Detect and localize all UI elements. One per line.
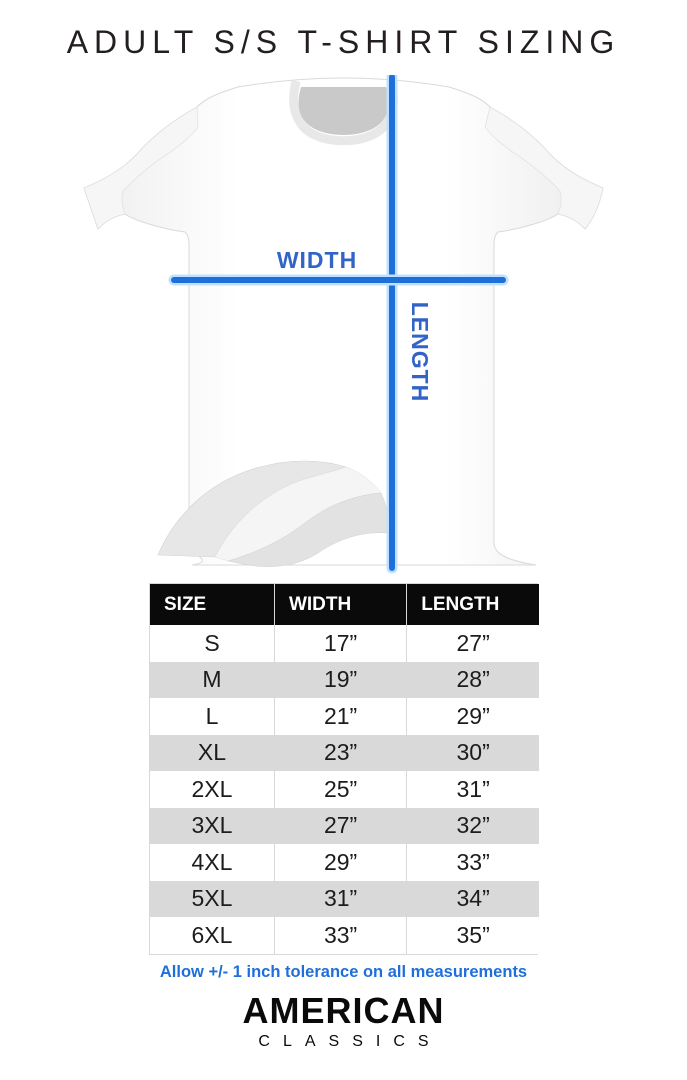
svg-text:WIDTH: WIDTH [277, 247, 357, 273]
svg-text:LENGTH: LENGTH [407, 302, 433, 403]
